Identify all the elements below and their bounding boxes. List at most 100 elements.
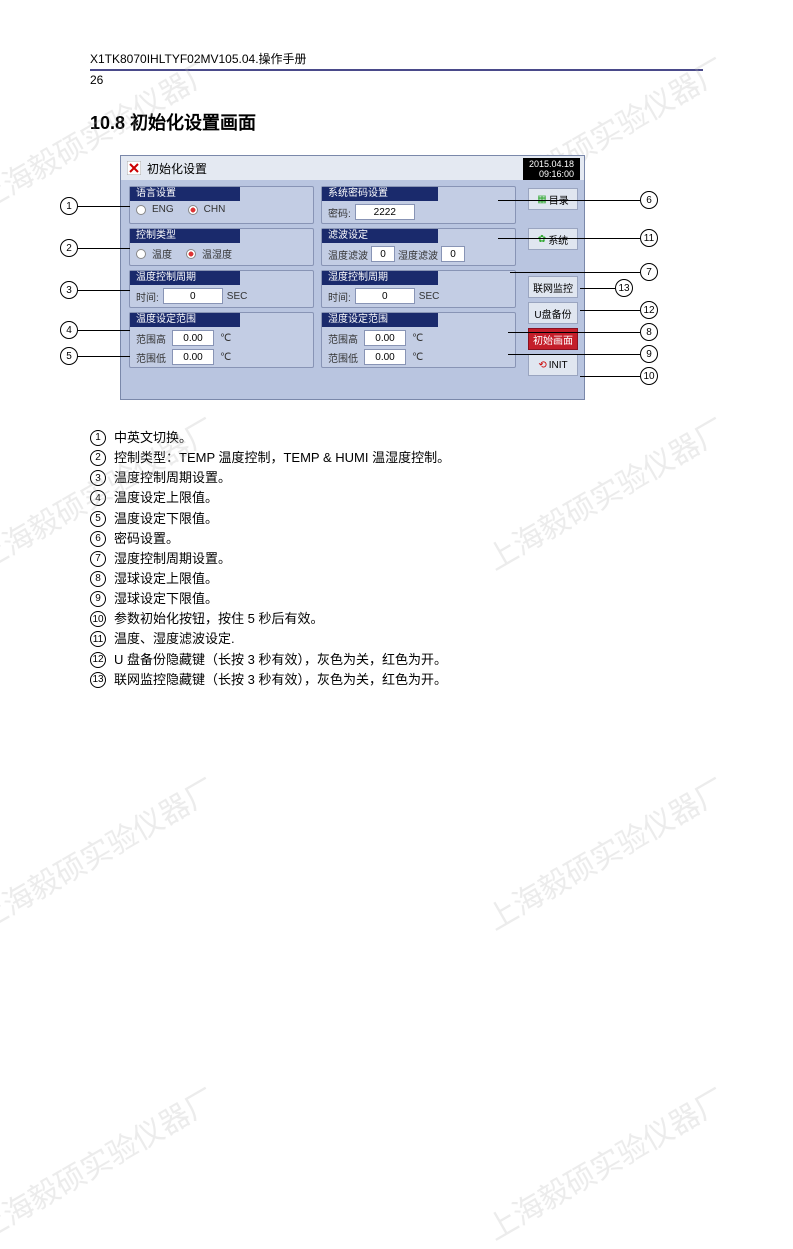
callout-7: 7 [640,263,658,281]
label-eng: ENG [152,204,174,215]
close-icon[interactable] [127,161,141,175]
panel-humi-range: 湿度设定范围 范围高 0.00 ℃ 范围低 0.00 ℃ [321,312,516,368]
page-number: 26 [90,73,703,87]
panel-language: 语言设置 ENG CHN [129,186,314,224]
description-text: 温度设定下限值。 [114,509,218,529]
unit-c: ℃ [412,352,423,363]
panel-header: 湿度设定范围 [322,313,438,327]
description-item: 2 控制类型：TEMP 温度控制，TEMP & HUMI 温湿度控制。 [90,448,703,468]
panel-temp-period: 温度控制周期 时间: 0 SEC [129,270,314,308]
btn-network[interactable]: 联网监控 [528,276,578,298]
panel-password: 系统密码设置 密码: 2222 [321,186,516,224]
btn-udisk[interactable]: U盘备份 [528,302,578,324]
callout-line [508,332,640,333]
btn-label: 系统 [548,232,568,247]
device-screen: 初始化设置 2015.04.18 09:16:00 语言设置 ENG CHN 控… [120,155,585,400]
description-number: 8 [90,571,106,587]
radio-eng[interactable] [136,205,146,215]
input-password[interactable]: 2222 [355,204,415,220]
label-temp-humi: 温湿度 [202,246,232,261]
label-range-hi: 范围高 [136,331,166,346]
input-humi-filter[interactable]: 0 [441,246,465,262]
label-time: 时间: [136,289,159,304]
panel-header: 滤波设定 [322,229,438,243]
description-text: 温度设定上限值。 [114,488,218,508]
radio-temp-humi[interactable] [186,249,196,259]
description-item: 3温度控制周期设置。 [90,468,703,488]
description-number: 5 [90,511,106,527]
clock: 2015.04.18 09:16:00 [523,158,580,180]
callout-line [78,356,130,357]
window-titlebar: 初始化设置 2015.04.18 09:16:00 [121,156,584,180]
callout-line [78,206,130,207]
panel-temp-range: 温度设定范围 范围高 0.00 ℃ 范围低 0.00 ℃ [129,312,314,368]
panel-header: 控制类型 [130,229,240,243]
label-sec: SEC [227,291,248,302]
callout-4: 4 [60,321,78,339]
btn-system[interactable]: ✿系统 [528,228,578,250]
callout-6: 6 [640,191,658,209]
description-item: 5 温度设定下限值。 [90,509,703,529]
label-humi-filter: 湿度滤波 [398,247,438,262]
description-number: 10 [90,611,106,627]
callout-10: 10 [640,367,658,385]
description-text: U 盘备份隐藏键（长按 3 秒有效），灰色为关，红色为开。 [114,650,447,670]
description-item: 4温度设定上限值。 [90,488,703,508]
callout-1: 1 [60,197,78,215]
description-item: 1中英文切换。 [90,428,703,448]
btn-label: INIT [549,360,568,371]
btn-label: 联网监控 [533,280,573,295]
input-temp-hi[interactable]: 0.00 [172,330,214,346]
btn-init[interactable]: ⟲INIT [528,354,578,376]
unit-c: ℃ [220,333,231,344]
panel-header: 湿度控制周期 [322,271,438,285]
description-text: 控制类型：TEMP 温度控制，TEMP & HUMI 温湿度控制。 [114,448,450,468]
callout-line [508,354,640,355]
label-chn: CHN [204,204,226,215]
grid-icon: ▦ [537,194,546,205]
callout-line [510,272,640,273]
section-number: 10.8 [90,113,125,133]
clock-time: 09:16:00 [539,169,574,179]
panel-filter: 滤波设定 温度滤波 0 湿度滤波 0 [321,228,516,266]
callout-line [498,238,640,239]
btn-label: 初始画面 [533,332,573,347]
description-number: 1 [90,430,106,446]
input-temp-lo[interactable]: 0.00 [172,349,214,365]
label-range-lo: 范围低 [136,350,166,365]
window-title: 初始化设置 [147,160,207,177]
description-text: 温度、湿度滤波设定. [114,629,235,649]
callout-11: 11 [640,229,658,247]
doc-header: X1TK8070IHLTYF02MV105.04.操作手册 [90,50,703,71]
callout-line [78,330,130,331]
btn-catalog[interactable]: ▦目录 [528,188,578,210]
input-temp-filter[interactable]: 0 [371,246,395,262]
description-item: 7湿度控制周期设置。 [90,549,703,569]
description-item: 6密码设置。 [90,529,703,549]
label-time: 时间: [328,289,351,304]
label-sec: SEC [419,291,440,302]
input-temp-period[interactable]: 0 [163,288,223,304]
callout-13: 13 [615,279,633,297]
callout-9: 9 [640,345,658,363]
unit-c: ℃ [412,333,423,344]
description-number: 7 [90,551,106,567]
watermark: 上海毅硕实验仪器厂 [477,765,733,938]
panel-header: 语言设置 [130,187,240,201]
description-number: 6 [90,531,106,547]
input-humi-hi[interactable]: 0.00 [364,330,406,346]
description-item: 12U 盘备份隐藏键（长按 3 秒有效），灰色为关，红色为开。 [90,650,703,670]
callout-line [78,248,130,249]
panel-header: 系统密码设置 [322,187,438,201]
radio-temp[interactable] [136,249,146,259]
radio-chn[interactable] [188,205,198,215]
unit-c: ℃ [220,352,231,363]
input-humi-lo[interactable]: 0.00 [364,349,406,365]
watermark: 上海毅硕实验仪器厂 [0,765,223,938]
panel-humi-period: 湿度控制周期 时间: 0 SEC [321,270,516,308]
input-humi-period[interactable]: 0 [355,288,415,304]
btn-label: U盘备份 [534,306,571,321]
description-number: 2 [90,450,106,466]
description-item: 13联网监控隐藏键（长按 3 秒有效），灰色为关，红色为开。 [90,670,703,690]
description-item: 11温度、湿度滤波设定. [90,629,703,649]
